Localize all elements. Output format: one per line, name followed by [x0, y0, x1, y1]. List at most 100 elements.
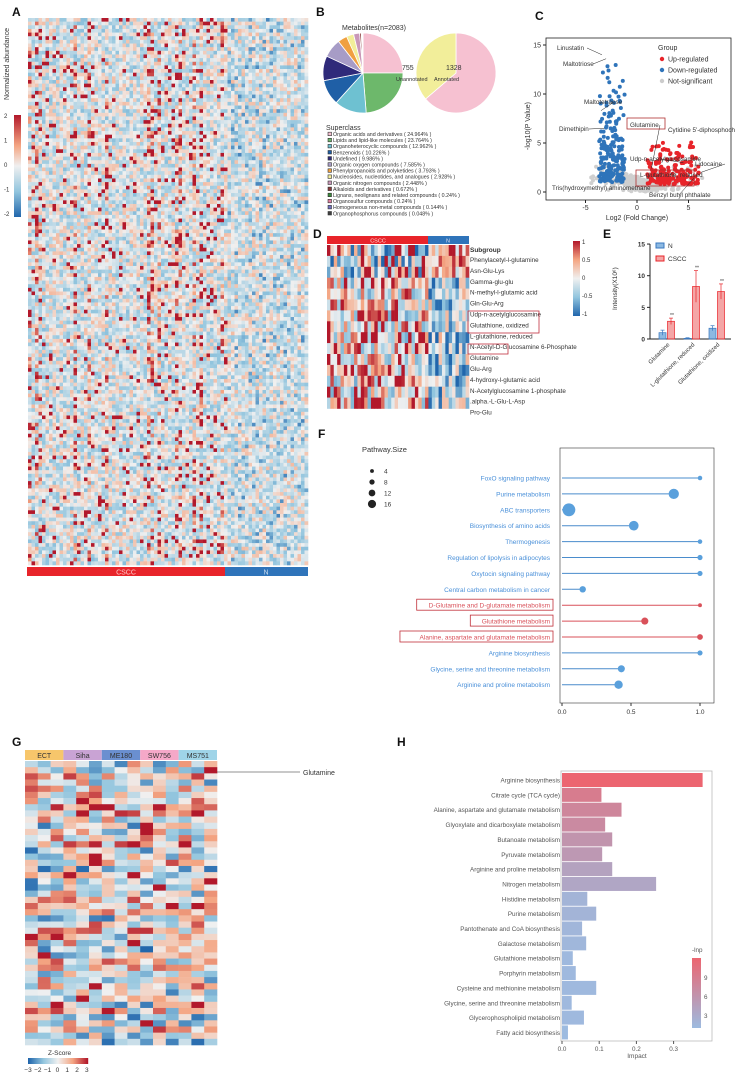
- heatmap-cell: [73, 167, 78, 172]
- heatmap-cell: [45, 174, 50, 179]
- heatmap-cell: [238, 211, 242, 216]
- heatmap-cell: [87, 214, 92, 219]
- heatmap-cell: [136, 83, 141, 88]
- heatmap-cell: [157, 58, 162, 63]
- heatmap-cell: [119, 36, 123, 41]
- heatmap-cell: [31, 123, 36, 128]
- heatmap-cell: [206, 185, 211, 190]
- heatmap-cell: [56, 47, 60, 52]
- heatmap-cell: [80, 131, 85, 135]
- heatmap-cell: [63, 83, 67, 88]
- heatmap-cell: [196, 141, 200, 146]
- heatmap-cell: [38, 109, 43, 114]
- heatmap-cell: [171, 54, 176, 59]
- heatmap-cell: [91, 229, 95, 234]
- heatmap-cell: [178, 28, 183, 33]
- heatmap-cell: [101, 171, 106, 176]
- heatmap-cell: [122, 145, 127, 150]
- heatmap-cell: [220, 32, 225, 37]
- heatmap-cell: [294, 94, 298, 99]
- heatmap-cell: [154, 138, 158, 143]
- heatmap-cell: [280, 225, 284, 230]
- heatmap-cell: [31, 211, 36, 216]
- heatmap-cell: [101, 79, 106, 84]
- heatmap-cell: [122, 58, 127, 63]
- heatmap-cell: [227, 156, 232, 161]
- heatmap-cell: [273, 229, 277, 234]
- heatmap-cell: [273, 120, 277, 125]
- heatmap-cell: [56, 39, 60, 44]
- heatmap-cell: [231, 236, 235, 241]
- heatmap-cell: [56, 120, 60, 125]
- heatmap-cell: [262, 134, 267, 139]
- heatmap-cell: [157, 207, 162, 212]
- heatmap-cell: [189, 61, 193, 66]
- heatmap-cell: [217, 98, 221, 103]
- heatmap-cell: [122, 123, 127, 128]
- heatmap-cell: [262, 79, 267, 84]
- heatmap-cell: [175, 83, 179, 88]
- heatmap-cell: [213, 189, 218, 194]
- heatmap-cell: [31, 32, 36, 37]
- heatmap-cell: [126, 116, 130, 121]
- heatmap-cell: [66, 229, 71, 234]
- heatmap-cell: [269, 28, 274, 33]
- heatmap-cell: [185, 214, 190, 219]
- heatmap-cell: [150, 112, 155, 117]
- heatmap-cell: [70, 211, 74, 216]
- heatmap-cell: [171, 203, 176, 208]
- heatmap-cell: [196, 203, 200, 208]
- heatmap-cell: [136, 36, 141, 41]
- heatmap-cell: [234, 25, 239, 30]
- heatmap-cell: [290, 123, 295, 128]
- heatmap-cell: [133, 233, 137, 238]
- heatmap-cell: [31, 196, 36, 201]
- heatmap-cell: [101, 160, 106, 165]
- heatmap-cell: [287, 123, 291, 128]
- heatmap-cell: [210, 163, 214, 168]
- heatmap-cell: [171, 163, 176, 168]
- heatmap-cell: [206, 196, 211, 201]
- heatmap-cell: [133, 83, 137, 88]
- heatmap-cell: [35, 145, 39, 150]
- heatmap-cell: [217, 211, 221, 216]
- heatmap-cell: [189, 196, 193, 201]
- heatmap-cell: [38, 149, 43, 154]
- heatmap-cell: [80, 61, 85, 66]
- heatmap-cell: [227, 160, 232, 165]
- heatmap-cell: [49, 182, 53, 187]
- heatmap-cell: [147, 189, 151, 194]
- heatmap-cell: [98, 236, 102, 241]
- heatmap-cell: [42, 43, 46, 48]
- heatmap-cell: [294, 116, 298, 121]
- heatmap-cell: [224, 222, 228, 227]
- heatmap-cell: [241, 207, 246, 212]
- heatmap-cell: [287, 171, 291, 176]
- heatmap-cell: [157, 43, 162, 48]
- heatmap-cell: [38, 58, 43, 63]
- heatmap-cell: [199, 127, 204, 132]
- heatmap-cell: [42, 109, 46, 114]
- heatmap-cell: [129, 112, 134, 117]
- heatmap-cell: [276, 171, 281, 176]
- heatmap-cell: [262, 174, 267, 179]
- heatmap-cell: [87, 127, 92, 132]
- heatmap-cell: [210, 83, 214, 88]
- heatmap-cell: [35, 171, 39, 176]
- heatmap-cell: [154, 149, 158, 154]
- heatmap-cell: [122, 225, 127, 230]
- heatmap-cell: [248, 94, 253, 99]
- heatmap-cell: [49, 218, 53, 223]
- heatmap-cell: [206, 178, 211, 183]
- heatmap-cell: [147, 138, 151, 143]
- heatmap-cell: [178, 120, 183, 125]
- heatmap-cell: [255, 76, 260, 81]
- heatmap-cell: [283, 50, 288, 55]
- heatmap-cell: [252, 50, 256, 55]
- heatmap-cell: [112, 105, 116, 110]
- heatmap-cell: [101, 240, 106, 245]
- heatmap-cell: [199, 28, 204, 33]
- heatmap-cell: [248, 171, 253, 176]
- heatmap-cell: [185, 233, 190, 238]
- heatmap-cell: [84, 193, 88, 197]
